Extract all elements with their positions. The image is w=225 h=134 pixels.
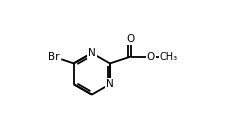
Text: Br: Br	[47, 51, 59, 62]
Text: N: N	[88, 48, 95, 58]
Text: CH₃: CH₃	[159, 51, 177, 62]
Text: N: N	[106, 79, 113, 89]
Text: O: O	[126, 34, 134, 44]
Text: O: O	[146, 51, 154, 62]
